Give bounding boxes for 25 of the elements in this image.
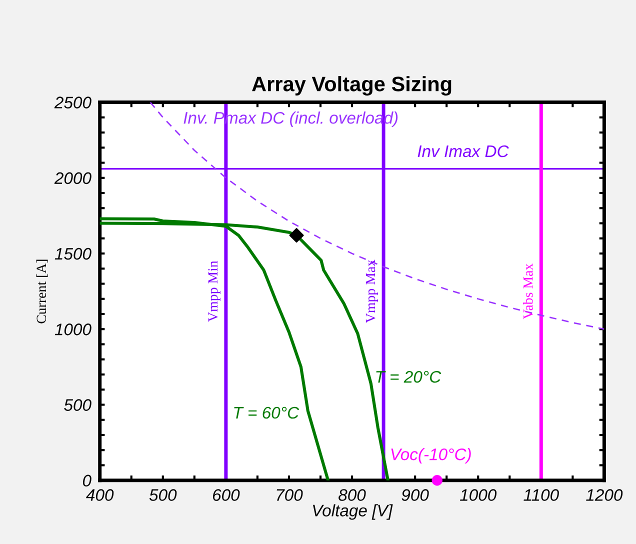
x-tick-label: 800 [338, 489, 366, 501]
series-label: T = 60°C [234, 406, 300, 419]
x-tick-label: 600 [212, 489, 240, 501]
x-tick-label: 700 [276, 489, 303, 501]
x-tick-label: 900 [402, 489, 429, 501]
x-axis-title: Voltage [V] [313, 504, 393, 520]
y-tick-label: 2500 [54, 96, 92, 108]
x-tick-label: 400 [86, 489, 114, 501]
ref-line-label: Vmpp Max [366, 260, 378, 323]
ref-line-label: Vabs Max [523, 264, 533, 320]
chart-title: Array Voltage Sizing [252, 76, 452, 96]
x-tick-label: 1100 [524, 489, 559, 501]
y-tick-label: 1500 [54, 248, 92, 260]
y-axis-title: Current [A] [36, 260, 48, 324]
x-tick-label: 500 [149, 489, 177, 501]
y-tick-label: 0 [82, 474, 92, 487]
x-tick-label: 1000 [460, 489, 497, 501]
ref-line-label: Inv Imax DC [418, 145, 509, 158]
y-tick-label: 2000 [54, 172, 92, 184]
line-series [150, 102, 604, 330]
y-tick-label: 1000 [54, 324, 92, 336]
y-tick-label: 500 [64, 399, 92, 411]
x-tick-label: 1200 [586, 489, 623, 501]
ref-line-label: Vmpp Min [208, 260, 220, 322]
series-label: Voc(-10°C) [391, 448, 471, 464]
